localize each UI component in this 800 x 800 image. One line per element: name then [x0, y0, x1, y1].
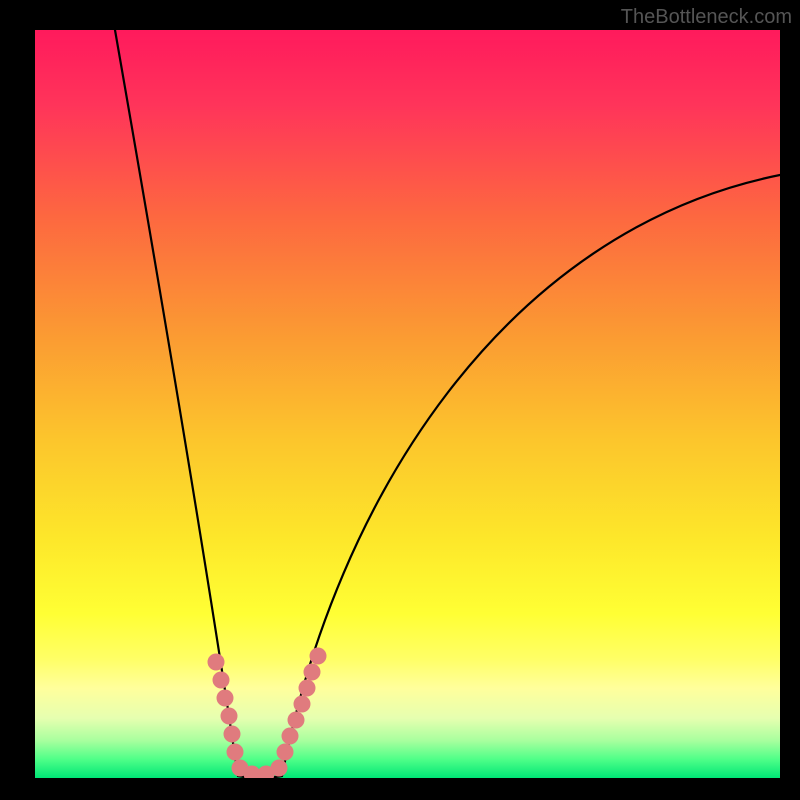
marker-dot [217, 690, 234, 707]
marker-dot [277, 744, 294, 761]
curve-layer [35, 30, 780, 778]
chart-container: TheBottleneck.com [0, 0, 800, 800]
marker-dot [288, 712, 305, 729]
watermark-text: TheBottleneck.com [621, 6, 792, 29]
marker-dot [213, 672, 230, 689]
marker-dot [294, 696, 311, 713]
marker-dot [221, 708, 238, 725]
marker-dot [271, 760, 288, 777]
marker-dot [224, 726, 241, 743]
plot-area [35, 30, 780, 778]
marker-group [208, 648, 327, 779]
marker-dot [282, 728, 299, 745]
marker-dot [310, 648, 327, 665]
marker-dot [227, 744, 244, 761]
marker-dot [299, 680, 316, 697]
marker-dot [304, 664, 321, 681]
marker-dot [208, 654, 225, 671]
